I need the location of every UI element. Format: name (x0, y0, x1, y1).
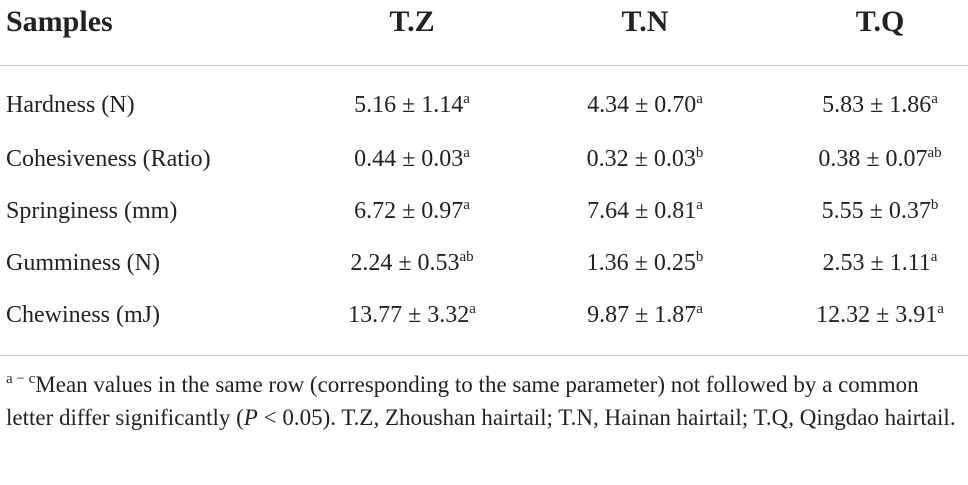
cell-value: 9.87 ± 1.87 (587, 302, 697, 328)
cell-sup: b (695, 249, 704, 265)
cell-sup: b (695, 145, 704, 161)
cell-sup: a (469, 301, 476, 317)
header-rule (0, 65, 968, 66)
cell-value: 4.34 ± 0.70 (587, 92, 697, 118)
cell-value: 0.32 ± 0.03 (586, 146, 696, 172)
row-label: Chewiness (mJ) (6, 302, 160, 328)
cell-value: 7.64 ± 0.81 (587, 198, 697, 224)
header-cell: T.Q (855, 5, 905, 38)
row-label: Springiness (mm) (6, 198, 178, 224)
table-cell: 12.32 ± 3.91a (816, 299, 944, 331)
cell-sup: a (931, 91, 938, 107)
header-cell: Samples (6, 5, 113, 38)
table-bottom-rule (0, 355, 968, 356)
table-cell: 6.72 ± 0.97a (354, 195, 470, 227)
table-cell: 13.77 ± 3.32a (348, 299, 476, 331)
row-label: Hardness (N) (6, 92, 135, 118)
cell-sup: a (937, 301, 944, 317)
cell-sup: a (463, 91, 470, 107)
cell-value: 5.55 ± 0.37 (821, 198, 931, 224)
table-cell: 5.16 ± 1.14a (354, 89, 470, 121)
row-label: Cohesiveness (Ratio) (6, 146, 211, 172)
cell-sup: a (696, 91, 703, 107)
footnote: a − cMean values in the same row (corres… (6, 368, 964, 434)
footnote-rest: < 0.05). T.Z, Zhoushan hairtail; T.N, Ha… (257, 405, 956, 430)
footnote-sup: a − c (6, 371, 36, 387)
table-cell: 5.83 ± 1.86a (822, 89, 938, 121)
table-cell: 1.36 ± 0.25b (587, 247, 704, 279)
cell-sup: a (463, 145, 470, 161)
cell-value: 6.72 ± 0.97 (354, 198, 464, 224)
header-cell: T.Z (389, 5, 435, 38)
cell-value: 2.53 ± 1.11 (822, 250, 931, 276)
table-cell: 0.44 ± 0.03a (354, 143, 470, 175)
cell-sup: ab (927, 145, 942, 161)
footnote-text: Mean values in the same row (correspondi… (6, 372, 919, 430)
cell-sup: a (463, 197, 470, 213)
footnote-italic: P (243, 405, 258, 430)
cell-value: 13.77 ± 3.32 (348, 302, 470, 328)
row-label: Gumminess (N) (6, 250, 160, 276)
table-cell: 2.24 ± 0.53ab (350, 247, 473, 279)
cell-sup: a (696, 197, 703, 213)
cell-value: 12.32 ± 3.91 (816, 302, 938, 328)
cell-sup: a (930, 249, 938, 265)
cell-value: 0.44 ± 0.03 (354, 146, 464, 172)
cell-value: 1.36 ± 0.25 (586, 250, 696, 276)
cell-sup: ab (459, 249, 474, 265)
table-cell: 2.53 ± 1.11a (823, 247, 938, 279)
table-cell: 0.38 ± 0.07ab (818, 143, 941, 175)
table-cell: 7.64 ± 0.81a (587, 195, 703, 227)
cell-value: 2.24 ± 0.53 (350, 250, 460, 276)
cell-sup: b (930, 197, 939, 213)
cell-value: 5.16 ± 1.14 (354, 92, 464, 118)
table-cell: 4.34 ± 0.70a (587, 89, 703, 121)
header-cell: T.N (621, 5, 669, 38)
cell-sup: a (696, 301, 703, 317)
cell-value: 0.38 ± 0.07 (818, 146, 928, 172)
table-cell: 9.87 ± 1.87a (587, 299, 703, 331)
cell-value: 5.83 ± 1.86 (822, 92, 932, 118)
table-cell: 0.32 ± 0.03b (587, 143, 704, 175)
table-cell: 5.55 ± 0.37b (822, 195, 939, 227)
